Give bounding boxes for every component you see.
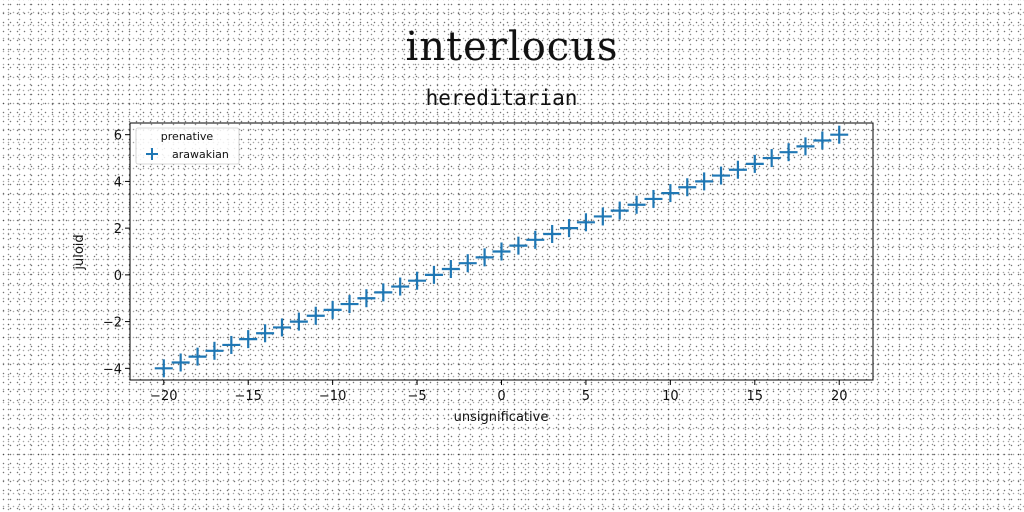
data-point	[813, 131, 832, 150]
y-axis-label: juloid	[72, 234, 87, 270]
y-tick-label: 6	[114, 129, 122, 144]
data-point	[830, 125, 849, 144]
data-point	[306, 306, 325, 325]
chart-title: hereditarian	[425, 86, 578, 110]
x-tick-label: 10	[662, 389, 679, 404]
data-point	[543, 224, 562, 243]
data-point	[644, 189, 663, 208]
legend: prenative arawakian	[135, 127, 240, 165]
data-point	[171, 353, 190, 372]
data-point	[272, 318, 291, 337]
x-tick-label: −20	[150, 389, 177, 404]
x-tick-label: 15	[747, 389, 764, 404]
data-point	[188, 347, 207, 366]
data-point	[154, 359, 173, 378]
data-point	[475, 248, 494, 267]
data-point	[627, 195, 646, 214]
data-point	[205, 341, 224, 360]
data-point	[678, 178, 697, 197]
x-axis-label: unsignificative	[454, 410, 549, 425]
x-tick-label: −10	[319, 389, 346, 404]
data-point	[441, 260, 460, 279]
data-point	[256, 324, 275, 343]
data-point	[762, 149, 781, 168]
data-point	[239, 330, 258, 349]
legend-box	[135, 127, 240, 165]
legend-label-arawakian: arawakian	[172, 148, 229, 161]
data-point	[593, 207, 612, 226]
data-point	[424, 265, 443, 284]
x-tick-label: 5	[582, 389, 590, 404]
y-tick-label: 4	[114, 175, 122, 190]
y-axis-ticks: −4 −2 0 2 4 6	[103, 129, 130, 377]
x-tick-label: −5	[407, 389, 426, 404]
data-point	[357, 289, 376, 308]
data-points-group	[154, 125, 849, 378]
legend-title: prenative	[161, 130, 214, 143]
data-point	[712, 166, 731, 185]
data-point	[695, 172, 714, 191]
x-tick-label: 0	[497, 389, 505, 404]
y-tick-label: −4	[103, 362, 122, 377]
data-point	[745, 154, 764, 173]
data-point	[340, 295, 359, 314]
x-axis-ticks: −20 −15 −10 −5 0 5 10 15 20	[150, 380, 848, 404]
data-point	[509, 236, 528, 255]
x-tick-label: 20	[831, 389, 848, 404]
data-point	[779, 143, 798, 162]
data-point	[661, 184, 680, 203]
x-tick-label: −15	[234, 389, 261, 404]
data-point	[391, 277, 410, 296]
data-point	[458, 254, 477, 273]
figure-suptitle: interlocus	[405, 24, 619, 70]
data-point	[526, 230, 545, 249]
data-point	[560, 219, 579, 238]
data-point	[408, 271, 427, 290]
legend-marker-arawakian	[146, 148, 158, 160]
data-point	[728, 160, 747, 179]
y-tick-label: 0	[114, 269, 122, 284]
data-point	[374, 283, 393, 302]
data-point	[289, 312, 308, 331]
data-point	[576, 213, 595, 232]
data-point	[610, 201, 629, 220]
y-tick-label: −2	[103, 316, 122, 331]
data-point	[796, 137, 815, 156]
data-point	[492, 242, 511, 261]
y-tick-label: 2	[114, 222, 122, 237]
data-point	[323, 300, 342, 319]
data-point	[222, 335, 241, 354]
